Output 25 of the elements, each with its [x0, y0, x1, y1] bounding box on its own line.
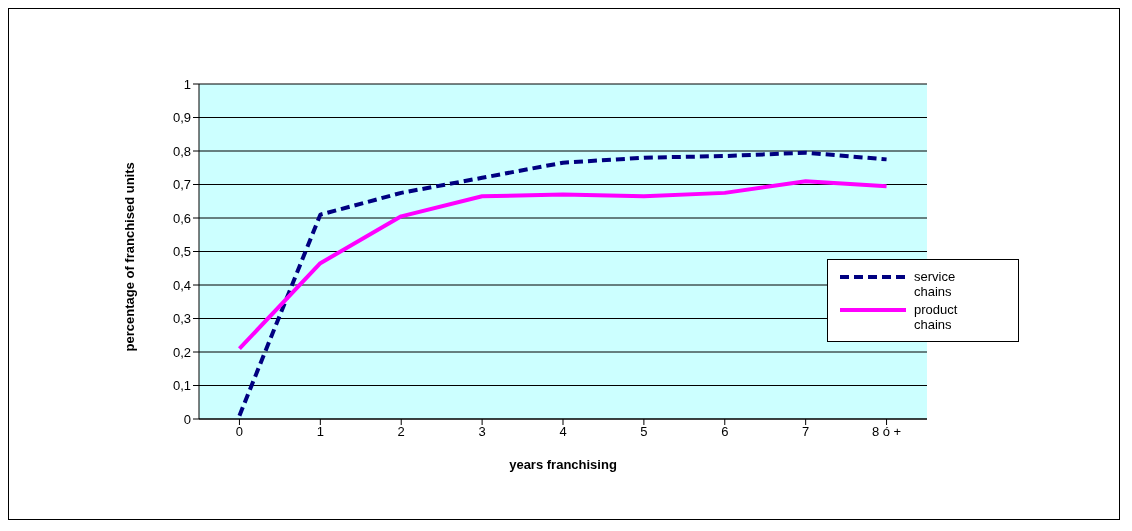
x-tick-label: 8 ó + — [871, 424, 902, 440]
x-tick-label: 0 — [235, 424, 244, 440]
y-axis-title: percentage of franchised units — [121, 162, 137, 352]
x-tick-label: 5 — [640, 424, 648, 440]
x-tick-label: 3 — [478, 424, 486, 440]
line-series — [237, 179, 889, 351]
y-tick-label: 0,5 — [172, 244, 191, 260]
y-tick-label: 0,8 — [172, 143, 191, 159]
y-tick-label: 0,2 — [172, 344, 191, 360]
y-tick-label: 0,9 — [172, 110, 191, 126]
x-tick-label: 1 — [316, 424, 324, 440]
y-tick-label: 0,7 — [172, 177, 191, 193]
y-tick-label: 0,3 — [172, 311, 191, 327]
y-tick-label: 0,6 — [172, 210, 191, 226]
x-axis-title: years franchising — [509, 457, 617, 472]
y-tick-label: 1 — [183, 76, 191, 92]
legend-box: service chains product chains — [827, 259, 1019, 342]
line-series — [237, 150, 889, 418]
y-tick-label: 0,4 — [172, 277, 191, 293]
x-tick-label: 6 — [721, 424, 729, 440]
x-tick-label: 4 — [559, 424, 567, 440]
y-tick-label: 0,1 — [172, 378, 191, 394]
x-tick-label: 2 — [397, 424, 405, 440]
y-tick-label: 0 — [183, 411, 191, 427]
x-tick-label: 7 — [802, 424, 810, 440]
